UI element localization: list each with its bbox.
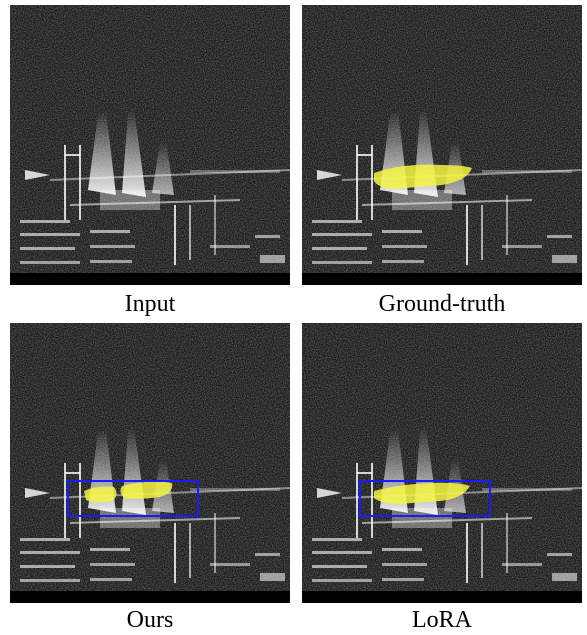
ground-truth-mask [374, 164, 472, 189]
predicted-mask [374, 482, 470, 504]
detection-box [67, 480, 199, 517]
lora-sar-image [302, 323, 582, 603]
sar-scene [302, 5, 582, 285]
sar-scene [10, 323, 290, 603]
sar-scene [302, 323, 582, 603]
caption-ours: Ours [126, 607, 174, 633]
caption-lora: LoRA [412, 607, 472, 633]
detection-box [359, 480, 491, 517]
caption-input: Input [124, 291, 176, 317]
sar-scene [10, 5, 290, 285]
predicted-mask [120, 481, 173, 499]
caption-ground-truth: Ground-truth [378, 291, 506, 317]
predicted-mask [84, 486, 117, 503]
input-sar-image [10, 5, 290, 285]
ground-truth-sar-image [302, 5, 582, 285]
ours-sar-image [10, 323, 290, 603]
